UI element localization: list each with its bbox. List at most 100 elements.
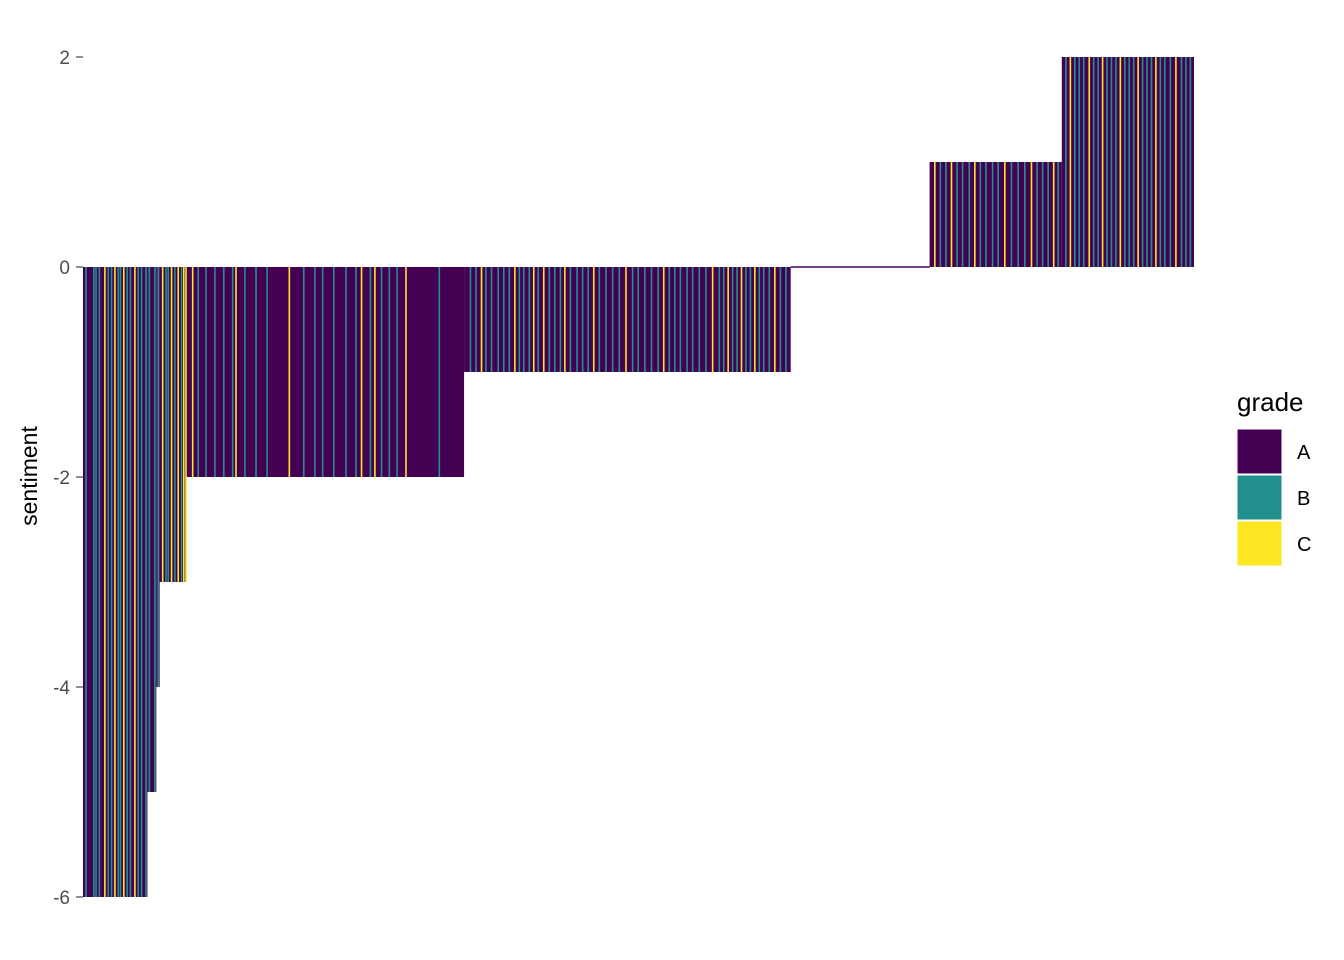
bar-grade-b bbox=[1141, 57, 1144, 267]
bar-grade-b bbox=[255, 267, 257, 477]
bar-grade-c bbox=[122, 267, 125, 897]
bar-grade-b bbox=[745, 267, 747, 372]
bar-grade-c bbox=[1004, 162, 1006, 267]
bar-grade-b bbox=[1017, 162, 1019, 267]
bar-grade-b bbox=[1189, 57, 1192, 267]
legend-keys: A B C bbox=[1236, 428, 1311, 567]
bar-grade-b bbox=[961, 162, 964, 267]
bar-grade-b bbox=[518, 267, 521, 372]
bar-grade-c bbox=[754, 267, 756, 372]
bar-grade-b bbox=[991, 162, 994, 267]
bar-grade-c bbox=[974, 162, 976, 267]
bar-grade-c bbox=[774, 267, 776, 372]
bar-group-grade-a bbox=[83, 57, 1194, 897]
bar-grade-b bbox=[657, 267, 659, 372]
bar-grade-b bbox=[762, 267, 765, 372]
bar-grade-b bbox=[1036, 162, 1038, 267]
bar-grade-b bbox=[1159, 57, 1162, 267]
bar-grade-b bbox=[1065, 57, 1067, 267]
bar-grade-b bbox=[637, 267, 639, 372]
bar-grade-b bbox=[576, 267, 578, 372]
bar-grade-b bbox=[314, 267, 316, 477]
bar-grade-b bbox=[107, 267, 110, 897]
bar-grade-b bbox=[631, 267, 634, 372]
bar-grade-b bbox=[1057, 162, 1059, 267]
bar-grade-b bbox=[768, 267, 771, 372]
bar-grade-b bbox=[587, 267, 589, 372]
bar-grade-b bbox=[117, 267, 120, 897]
bar-grade-b bbox=[205, 267, 207, 477]
bar-grade-b bbox=[698, 267, 701, 372]
bar-grade-b bbox=[180, 267, 183, 582]
bar-grade-b bbox=[691, 267, 694, 372]
bar-grade-b bbox=[1047, 162, 1049, 267]
bar-grade-b bbox=[997, 162, 999, 267]
bar-grade-b bbox=[1132, 57, 1135, 267]
bar-grade-b bbox=[1185, 57, 1187, 267]
bar-grade-c bbox=[625, 267, 627, 372]
bar-grade-b bbox=[126, 267, 128, 897]
bar-grade-c bbox=[1069, 57, 1072, 267]
bar-grade-b bbox=[469, 267, 472, 372]
y-axis: 2 0 -2 -4 -6 bbox=[53, 48, 83, 909]
bar-segment-sentiment-2 bbox=[1061, 57, 1194, 267]
bar-grade-b bbox=[548, 267, 551, 372]
bar-grade-c bbox=[114, 267, 116, 897]
bar-grade-b bbox=[157, 267, 160, 687]
bar-grade-c bbox=[1119, 57, 1122, 267]
bar-grade-b bbox=[722, 267, 725, 372]
bar-grade-b bbox=[718, 267, 721, 372]
bar-segment-sentiment-0 bbox=[790, 266, 930, 268]
bar-grade-b bbox=[1164, 57, 1166, 267]
bar-segment-sentiment--5 bbox=[147, 267, 157, 792]
bar-grade-b bbox=[145, 267, 147, 897]
bar-grade-b bbox=[522, 267, 525, 372]
bar-grade-b bbox=[1082, 57, 1085, 267]
bar-grade-b bbox=[502, 267, 505, 372]
bar-grade-b bbox=[1106, 57, 1108, 267]
y-tick-label: -4 bbox=[53, 678, 70, 699]
bar-grade-c bbox=[104, 267, 106, 897]
bar-grade-b bbox=[266, 267, 268, 477]
bar-grade-b bbox=[369, 267, 372, 477]
bar-grade-c bbox=[1052, 162, 1055, 267]
legend-swatch-b bbox=[1236, 474, 1283, 521]
bar-grade-b bbox=[1092, 57, 1095, 267]
bar-grade-c bbox=[934, 162, 936, 267]
bar-grade-b bbox=[945, 162, 947, 267]
bar-grade-c bbox=[564, 267, 566, 372]
bar-grade-b bbox=[668, 267, 671, 372]
bar-grade-c bbox=[288, 267, 291, 477]
bar-grade-b bbox=[731, 267, 734, 372]
bar-grade-b bbox=[758, 267, 761, 372]
bar-grade-b bbox=[148, 267, 151, 792]
bar-grade-b bbox=[1097, 57, 1099, 267]
bar-grade-b bbox=[1010, 162, 1013, 267]
bar-grade-c bbox=[235, 267, 237, 477]
bar-grade-b bbox=[679, 267, 682, 372]
bar-grade-b bbox=[1074, 57, 1076, 267]
bar-grade-b bbox=[528, 267, 531, 372]
bar-grade-b bbox=[1124, 57, 1126, 267]
bar-grade-c bbox=[360, 267, 363, 477]
bar-grade-c bbox=[1030, 162, 1033, 267]
bar-grade-c bbox=[711, 267, 714, 372]
bar-grade-b bbox=[956, 162, 958, 267]
bar-grade-b bbox=[137, 267, 140, 897]
bar-grade-b bbox=[785, 267, 787, 372]
bar-grade-b bbox=[119, 267, 122, 897]
bar-grade-c bbox=[405, 267, 407, 477]
bar-grade-c bbox=[177, 267, 180, 582]
bar-grade-c bbox=[480, 267, 483, 372]
bar-grade-c bbox=[592, 267, 595, 372]
y-tick-label: 0 bbox=[59, 258, 70, 279]
bar-grade-b bbox=[222, 267, 225, 477]
bar-grade-b bbox=[1128, 57, 1131, 267]
bar-grade-b bbox=[321, 267, 324, 477]
bar-grade-c bbox=[1137, 57, 1139, 267]
legend-title: grade bbox=[1237, 387, 1304, 417]
bar-grade-c bbox=[134, 267, 136, 897]
bar-grade-b bbox=[605, 267, 607, 372]
bar-grade-b bbox=[985, 162, 987, 267]
bar-grade-b bbox=[345, 267, 347, 477]
